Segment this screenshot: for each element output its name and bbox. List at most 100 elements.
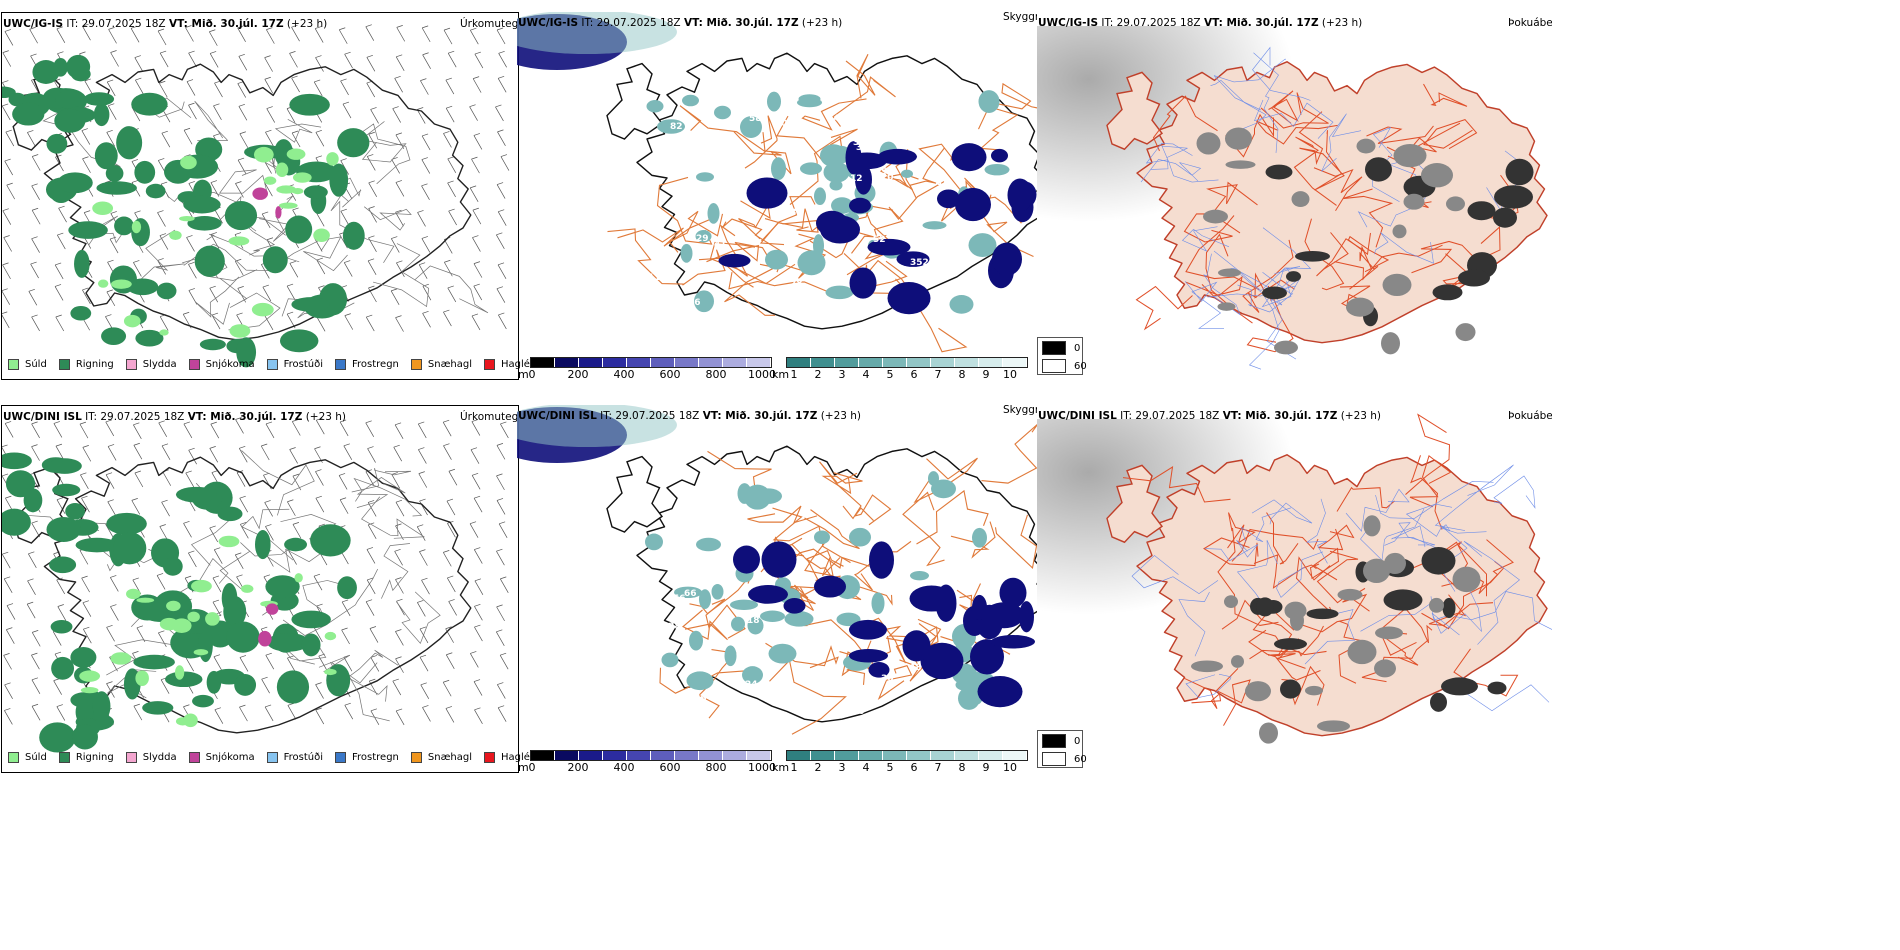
wind-barb — [2, 50, 12, 67]
road-line — [1249, 625, 1324, 660]
road-line — [1122, 465, 1231, 503]
road-line — [913, 457, 978, 504]
colorbar-cell — [675, 358, 699, 367]
wind-barb — [422, 283, 432, 301]
colorbar-cell — [811, 358, 835, 367]
colorbar-cell — [747, 751, 771, 760]
wind-barb — [368, 235, 377, 252]
wind-barb — [105, 472, 115, 489]
field-patch — [175, 486, 217, 503]
wind-barb — [391, 472, 401, 489]
field-patch — [972, 527, 987, 548]
wind-barb — [392, 106, 401, 123]
precip-legend: Súld Rigning Slydda Snjókoma Frostúði Frostre… — [8, 752, 545, 763]
field-patch — [674, 586, 702, 599]
precip-type-panel: UWC/IG-IS IT: 29.07.2025 18Z VT: Mið. 30… — [1, 12, 519, 380]
wind-barb — [159, 50, 169, 68]
field-patch — [869, 541, 894, 579]
model-name: UWC/IG-IS — [3, 18, 64, 30]
wind-barb — [214, 80, 223, 98]
wind-barb — [81, 575, 90, 593]
cloudbase-tick: 1000 — [748, 368, 776, 381]
wind-barb — [161, 130, 171, 148]
road-line — [218, 169, 268, 195]
wind-barb — [134, 55, 144, 72]
wind-barb — [238, 445, 248, 463]
road-line — [1221, 599, 1293, 656]
field-patch — [234, 674, 257, 696]
wind-barb — [367, 500, 377, 517]
precip-type-panel: UWC/DINI ISL IT: 29.07.2025 18Z VT: Mið.… — [1, 405, 519, 773]
road-line — [1434, 464, 1514, 531]
wind-barb — [498, 312, 507, 330]
cloudbase-value: 62 — [733, 172, 746, 182]
fog-key-label: 60 — [1074, 360, 1087, 372]
field-patch — [57, 172, 93, 194]
wind-barb — [211, 312, 221, 330]
legend-label: Haglél — [501, 752, 533, 763]
field-patch — [114, 216, 134, 236]
field-patch — [1196, 132, 1221, 155]
field-patch — [80, 687, 99, 694]
road-line — [1161, 145, 1219, 183]
field-patch — [218, 535, 240, 548]
wind-barb — [315, 417, 325, 435]
field-patch — [823, 161, 850, 183]
wind-barb — [473, 283, 483, 301]
cloudbase-value: 58 — [749, 114, 762, 124]
field-patch — [867, 238, 911, 256]
wind-barb — [395, 180, 405, 197]
colorbar-cell — [555, 751, 579, 760]
field-patch — [972, 594, 987, 620]
field-patch — [1280, 679, 1301, 699]
cloud-header: UWC/IG-IS IT: 29.07.2025 18Z VT: Mið. 30… — [518, 17, 842, 29]
field-patch — [276, 185, 297, 194]
colorbar-cell — [651, 751, 675, 760]
road-line — [705, 598, 746, 639]
legend-swatch — [8, 752, 19, 763]
wind-barb — [286, 283, 296, 301]
wind-barb — [6, 182, 16, 200]
road-line — [381, 543, 410, 599]
field-patch — [301, 633, 321, 657]
legend-item-1: Rigning — [58, 752, 114, 763]
colorbar-cell — [835, 751, 859, 760]
wind-barb — [367, 446, 376, 463]
cloudbase-tick: 0 — [528, 368, 536, 381]
field-patch — [286, 148, 306, 160]
iceland-coastline — [43, 63, 472, 341]
wind-barb — [421, 157, 431, 174]
field-patch — [74, 249, 90, 278]
wind-barb — [344, 51, 353, 69]
road-line — [994, 514, 1037, 569]
road-line — [1298, 111, 1324, 165]
road-line — [1266, 512, 1299, 565]
field-patch — [1393, 143, 1427, 168]
wind-barb — [26, 601, 36, 619]
wind-barb — [29, 26, 38, 44]
colorbar-cell — [859, 358, 883, 367]
precip-legend: Súld Rigning Slydda Snjókoma Frostúði Frostre… — [8, 359, 545, 370]
visibility-colorbar: km 1 2 3 4 5 6 7 8 9 10 — [772, 357, 1037, 383]
road-line — [1423, 83, 1468, 107]
field-patch — [1306, 608, 1339, 620]
wind-barb — [56, 704, 66, 721]
wind-barb — [473, 495, 483, 513]
colorbar-cell — [579, 358, 603, 367]
wind-barb — [133, 703, 143, 721]
colorbar-cell — [555, 358, 579, 367]
wind-barb — [2, 551, 11, 569]
wind-barb — [496, 548, 505, 566]
fog-header: UWC/IG-IS IT: 29.07.2025 18Z VT: Mið. 30… — [1038, 17, 1362, 29]
road-line — [1463, 540, 1521, 645]
wind-barb — [238, 104, 248, 121]
road-line — [765, 642, 839, 669]
wind-barb — [214, 707, 224, 724]
field-patch — [696, 172, 714, 182]
road-line — [1336, 486, 1395, 512]
field-patch — [1356, 138, 1376, 154]
road-line — [1454, 591, 1552, 630]
wind-barb — [474, 707, 483, 724]
road-line — [1217, 527, 1279, 627]
westfjords-coastline — [1106, 464, 1164, 544]
